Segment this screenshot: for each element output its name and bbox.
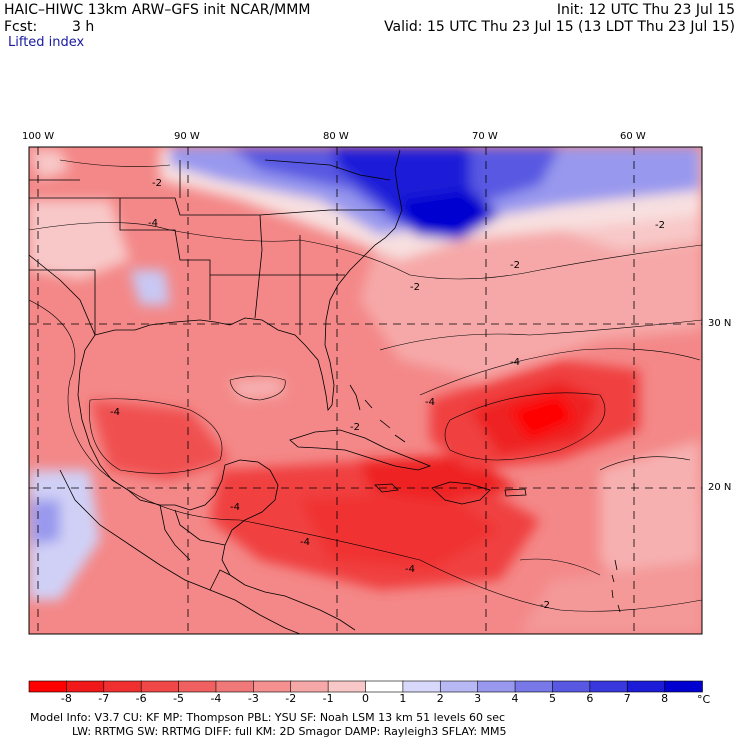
- lon-label-80w: 80 W: [323, 131, 349, 142]
- contour-label: -4: [300, 537, 310, 548]
- graticule: [29, 147, 702, 634]
- colorbar-tick-label: -1: [322, 692, 334, 705]
- colorbar-tick-label: -8: [60, 692, 72, 705]
- model-info-line2: LW: RRTMG SW: RRTMG DIFF: full KM: 2D Sm…: [72, 725, 507, 738]
- contour-label: -2: [540, 600, 550, 611]
- lon-label-70w: 70 W: [472, 131, 498, 142]
- forecast-hour: 3 h: [72, 19, 95, 35]
- colorbar-swatch: [589, 680, 629, 693]
- map-frame: [28, 146, 703, 635]
- colorbar-swatch: [140, 680, 180, 693]
- lon-label-100w: 100 W: [22, 131, 55, 142]
- contour-lines: [29, 159, 702, 612]
- colorbar-swatch: [552, 680, 591, 693]
- contour-label: -4: [405, 564, 415, 575]
- colorbar-tick-label: 5: [548, 692, 556, 705]
- lon-label-90w: 90 W: [174, 131, 200, 142]
- colorbar-tick-label: 0: [362, 692, 369, 705]
- colorbar-tick-label: 3: [474, 692, 482, 705]
- colorbar-tick-label: -6: [135, 692, 147, 705]
- colorbar-tick-label: -7: [98, 692, 110, 705]
- colorbar-swatch: [66, 680, 105, 693]
- colorbar-swatch: [365, 680, 404, 693]
- contour-label: -4: [110, 407, 120, 418]
- init-time: Init: 12 UTC Thu 23 Jul 15: [556, 2, 735, 18]
- colorbar-tick-label: 4: [511, 692, 519, 705]
- colorbar-tick-label: 7: [623, 692, 631, 705]
- contour-label: -4: [425, 397, 435, 408]
- colorbar-swatch: [178, 680, 217, 693]
- contour-label: -2: [410, 282, 420, 293]
- colorbar-tick-label: -2: [285, 692, 297, 705]
- colorbar-swatch: [402, 680, 442, 693]
- contour-label: -2: [350, 422, 360, 433]
- colorbar-tick-label: -5: [173, 692, 185, 705]
- colorbar-swatch: [28, 680, 68, 693]
- contour-label: -2: [510, 260, 520, 271]
- colorbar-swatch: [439, 680, 479, 693]
- field-shading: [29, 147, 702, 634]
- colorbar-tick-label: -3: [247, 692, 259, 705]
- lat-label-20n: 20 N: [708, 482, 732, 493]
- colorbar-tick-label: 1: [399, 692, 407, 705]
- valid-time: Valid: 15 UTC Thu 23 Jul 15 (13 LDT Thu …: [384, 19, 735, 35]
- colorbar-swatch: [103, 680, 142, 693]
- colorbar-swatch: [477, 680, 516, 693]
- contour-label: -4: [148, 218, 158, 229]
- lon-label-60w: 60 W: [620, 131, 646, 142]
- map-title: HAIC–HIWC 13km ARW–GFS init NCAR/MMM: [4, 2, 311, 18]
- colorbar-swatch: [290, 680, 329, 693]
- contour-label-group: -2 -4 -4 -4 -4 -2 -2 -2 -4 -2 -4 -4 -2: [110, 178, 665, 611]
- colorbar-swatch: [253, 680, 292, 693]
- contour-label: -4: [510, 357, 520, 368]
- forecast-label: Fcst:: [4, 19, 38, 35]
- field-name: Lifted index: [8, 35, 85, 50]
- colorbar-tick-label: -4: [210, 692, 222, 705]
- colorbar-swatch: [215, 680, 255, 693]
- colorbar-tick-label: 8: [661, 692, 669, 705]
- contour-label: -2: [152, 178, 162, 189]
- colorbar-swatch: [626, 680, 666, 693]
- contour-label: -4: [230, 502, 240, 513]
- colorbar-tick-label: 6: [586, 692, 594, 705]
- colorbar: [28, 680, 703, 693]
- lat-label-30n: 30 N: [708, 318, 732, 329]
- colorbar-swatch: [327, 680, 367, 693]
- coastlines: [29, 149, 621, 634]
- colorbar-tick-label: 2: [436, 692, 444, 705]
- contour-label: -2: [655, 220, 665, 231]
- colorbar-swatch: [664, 680, 703, 693]
- colorbar-unit: °C: [697, 693, 711, 706]
- colorbar-swatch: [514, 680, 554, 693]
- model-info-line1: Model Info: V3.7 CU: KF MP: Thompson PBL…: [30, 711, 506, 724]
